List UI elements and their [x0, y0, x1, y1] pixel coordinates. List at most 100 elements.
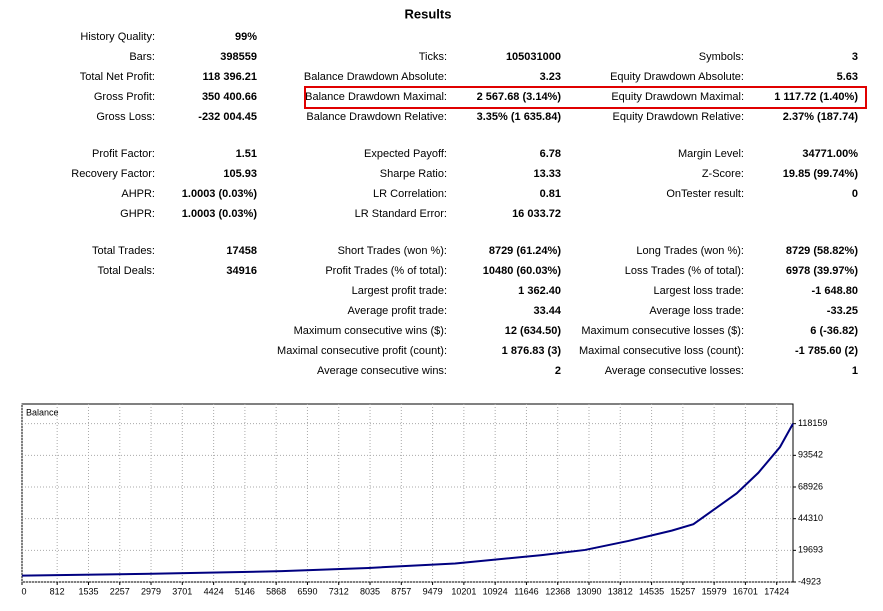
stat-value: 99%	[235, 31, 257, 43]
y-tick-label: 93542	[798, 450, 823, 460]
x-tick-label: 13090	[576, 586, 601, 596]
stat-value: 105.93	[223, 168, 257, 180]
x-tick-label: 7312	[329, 586, 349, 596]
stat-label: Largest loss trade:	[654, 285, 745, 297]
stat-value: 6978 (39.97%)	[786, 265, 858, 277]
stat-value: 3	[852, 51, 858, 63]
stat-value: 1 362.40	[518, 285, 561, 297]
x-tick-label: 16701	[733, 586, 758, 596]
stat-value: 1.0003 (0.03%)	[182, 188, 258, 200]
x-tick-label: 10201	[451, 586, 476, 596]
stat-value: 2	[555, 365, 561, 377]
highlight-box	[304, 86, 867, 109]
stat-label: Balance Drawdown Absolute:	[304, 71, 447, 83]
stat-label: Largest profit trade:	[352, 285, 447, 297]
stat-label: Recovery Factor:	[71, 168, 155, 180]
stat-label: Average profit trade:	[348, 305, 447, 317]
stat-label: Ticks:	[419, 51, 447, 63]
x-tick-label: 14535	[639, 586, 664, 596]
stat-value: -232 004.45	[198, 111, 257, 123]
stat-label: Sharpe Ratio:	[380, 168, 447, 180]
stat-label: LR Correlation:	[373, 188, 447, 200]
stat-value: 3.35% (1 635.84)	[477, 111, 562, 123]
stat-label: Equity Drawdown Maximal:	[611, 91, 744, 103]
stat-value: 6.78	[540, 148, 561, 160]
stat-value: 13.33	[533, 168, 561, 180]
stat-label: Profit Trades (% of total):	[325, 265, 447, 277]
stat-value: 10480 (60.03%)	[483, 265, 562, 277]
x-tick-label: 1535	[78, 586, 98, 596]
x-tick-label: 5868	[266, 586, 286, 596]
x-tick-label: 8035	[360, 586, 380, 596]
x-tick-label: 3701	[172, 586, 192, 596]
stat-label: Long Trades (won %):	[636, 245, 744, 257]
x-tick-label: 13812	[608, 586, 633, 596]
stat-label: Z-Score:	[702, 168, 744, 180]
stat-value: 16 033.72	[512, 208, 561, 220]
stat-label: Bars:	[129, 51, 155, 63]
stat-value: 1	[852, 365, 858, 377]
stat-value: -1 785.60 (2)	[795, 345, 858, 357]
stat-label: Short Trades (won %):	[338, 245, 447, 257]
stat-label: Profit Factor:	[92, 148, 155, 160]
x-tick-label: 0	[21, 586, 26, 596]
stat-label: Symbols:	[699, 51, 744, 63]
x-tick-label: 2979	[141, 586, 161, 596]
stat-label: Equity Drawdown Absolute:	[610, 71, 744, 83]
y-tick-label: 19693	[798, 545, 823, 555]
chart-title: Balance	[26, 407, 59, 417]
stat-value: 1 876.83 (3)	[502, 345, 562, 357]
stat-label: Maximum consecutive wins ($):	[294, 325, 447, 337]
stat-value: -1 648.80	[812, 285, 858, 297]
stat-value: -33.25	[827, 305, 858, 317]
x-tick-label: 8757	[391, 586, 411, 596]
y-tick-label: -4923	[798, 576, 821, 586]
x-tick-label: 2257	[110, 586, 130, 596]
stat-value: 2.37% (187.74)	[783, 111, 859, 123]
stat-label: Gross Loss:	[96, 111, 155, 123]
stat-value: 8729 (58.82%)	[786, 245, 858, 257]
stat-value: 12 (634.50)	[505, 325, 562, 337]
y-tick-label: 68926	[798, 481, 823, 491]
stat-value: 19.85 (99.74%)	[783, 168, 859, 180]
stat-value: 350 400.66	[202, 91, 257, 103]
stat-value: 1 117.72 (1.40%)	[774, 91, 858, 103]
stat-label: Expected Payoff:	[364, 148, 447, 160]
stat-label: OnTester result:	[666, 188, 744, 200]
stat-value: 2 567.68 (3.14%)	[477, 91, 562, 103]
stat-label: Equity Drawdown Relative:	[613, 111, 744, 123]
stat-label: Loss Trades (% of total):	[625, 265, 744, 277]
x-tick-label: 11646	[514, 586, 538, 596]
stat-label: Total Net Profit:	[80, 71, 155, 83]
stat-value: 105031000	[506, 51, 561, 63]
x-tick-label: 4424	[204, 586, 224, 596]
stat-value: 8729 (61.24%)	[489, 245, 561, 257]
stat-value: 6 (-36.82)	[810, 325, 858, 337]
x-tick-label: 812	[50, 586, 65, 596]
stat-value: 34771.00%	[802, 148, 858, 160]
stat-value: 1.51	[236, 148, 257, 160]
stat-label: Maximal consecutive loss (count):	[579, 345, 744, 357]
stat-value: 34916	[226, 265, 257, 277]
stat-value: 0.81	[540, 188, 561, 200]
stat-label: Balance Drawdown Relative:	[306, 111, 447, 123]
stat-value: 3.23	[540, 71, 561, 83]
y-tick-label: 44310	[798, 513, 823, 523]
stat-value: 398559	[220, 51, 257, 63]
stat-value: 0	[852, 188, 858, 200]
stat-label: Maximal consecutive profit (count):	[277, 345, 447, 357]
y-tick-label: 118159	[798, 418, 827, 428]
x-tick-label: 6590	[297, 586, 317, 596]
stat-label: Average consecutive losses:	[605, 365, 744, 377]
chart-frame	[21, 403, 794, 583]
stat-value: 1.0003 (0.03%)	[182, 208, 258, 220]
stat-label: Gross Profit:	[94, 91, 155, 103]
stat-label: Total Trades:	[92, 245, 155, 257]
x-tick-label: 9479	[423, 586, 443, 596]
stat-value: 5.63	[837, 71, 858, 83]
stat-value: 33.44	[533, 305, 561, 317]
stat-label: LR Standard Error:	[355, 208, 447, 220]
stat-label: Total Deals:	[98, 265, 155, 277]
stat-label: History Quality:	[80, 31, 155, 43]
